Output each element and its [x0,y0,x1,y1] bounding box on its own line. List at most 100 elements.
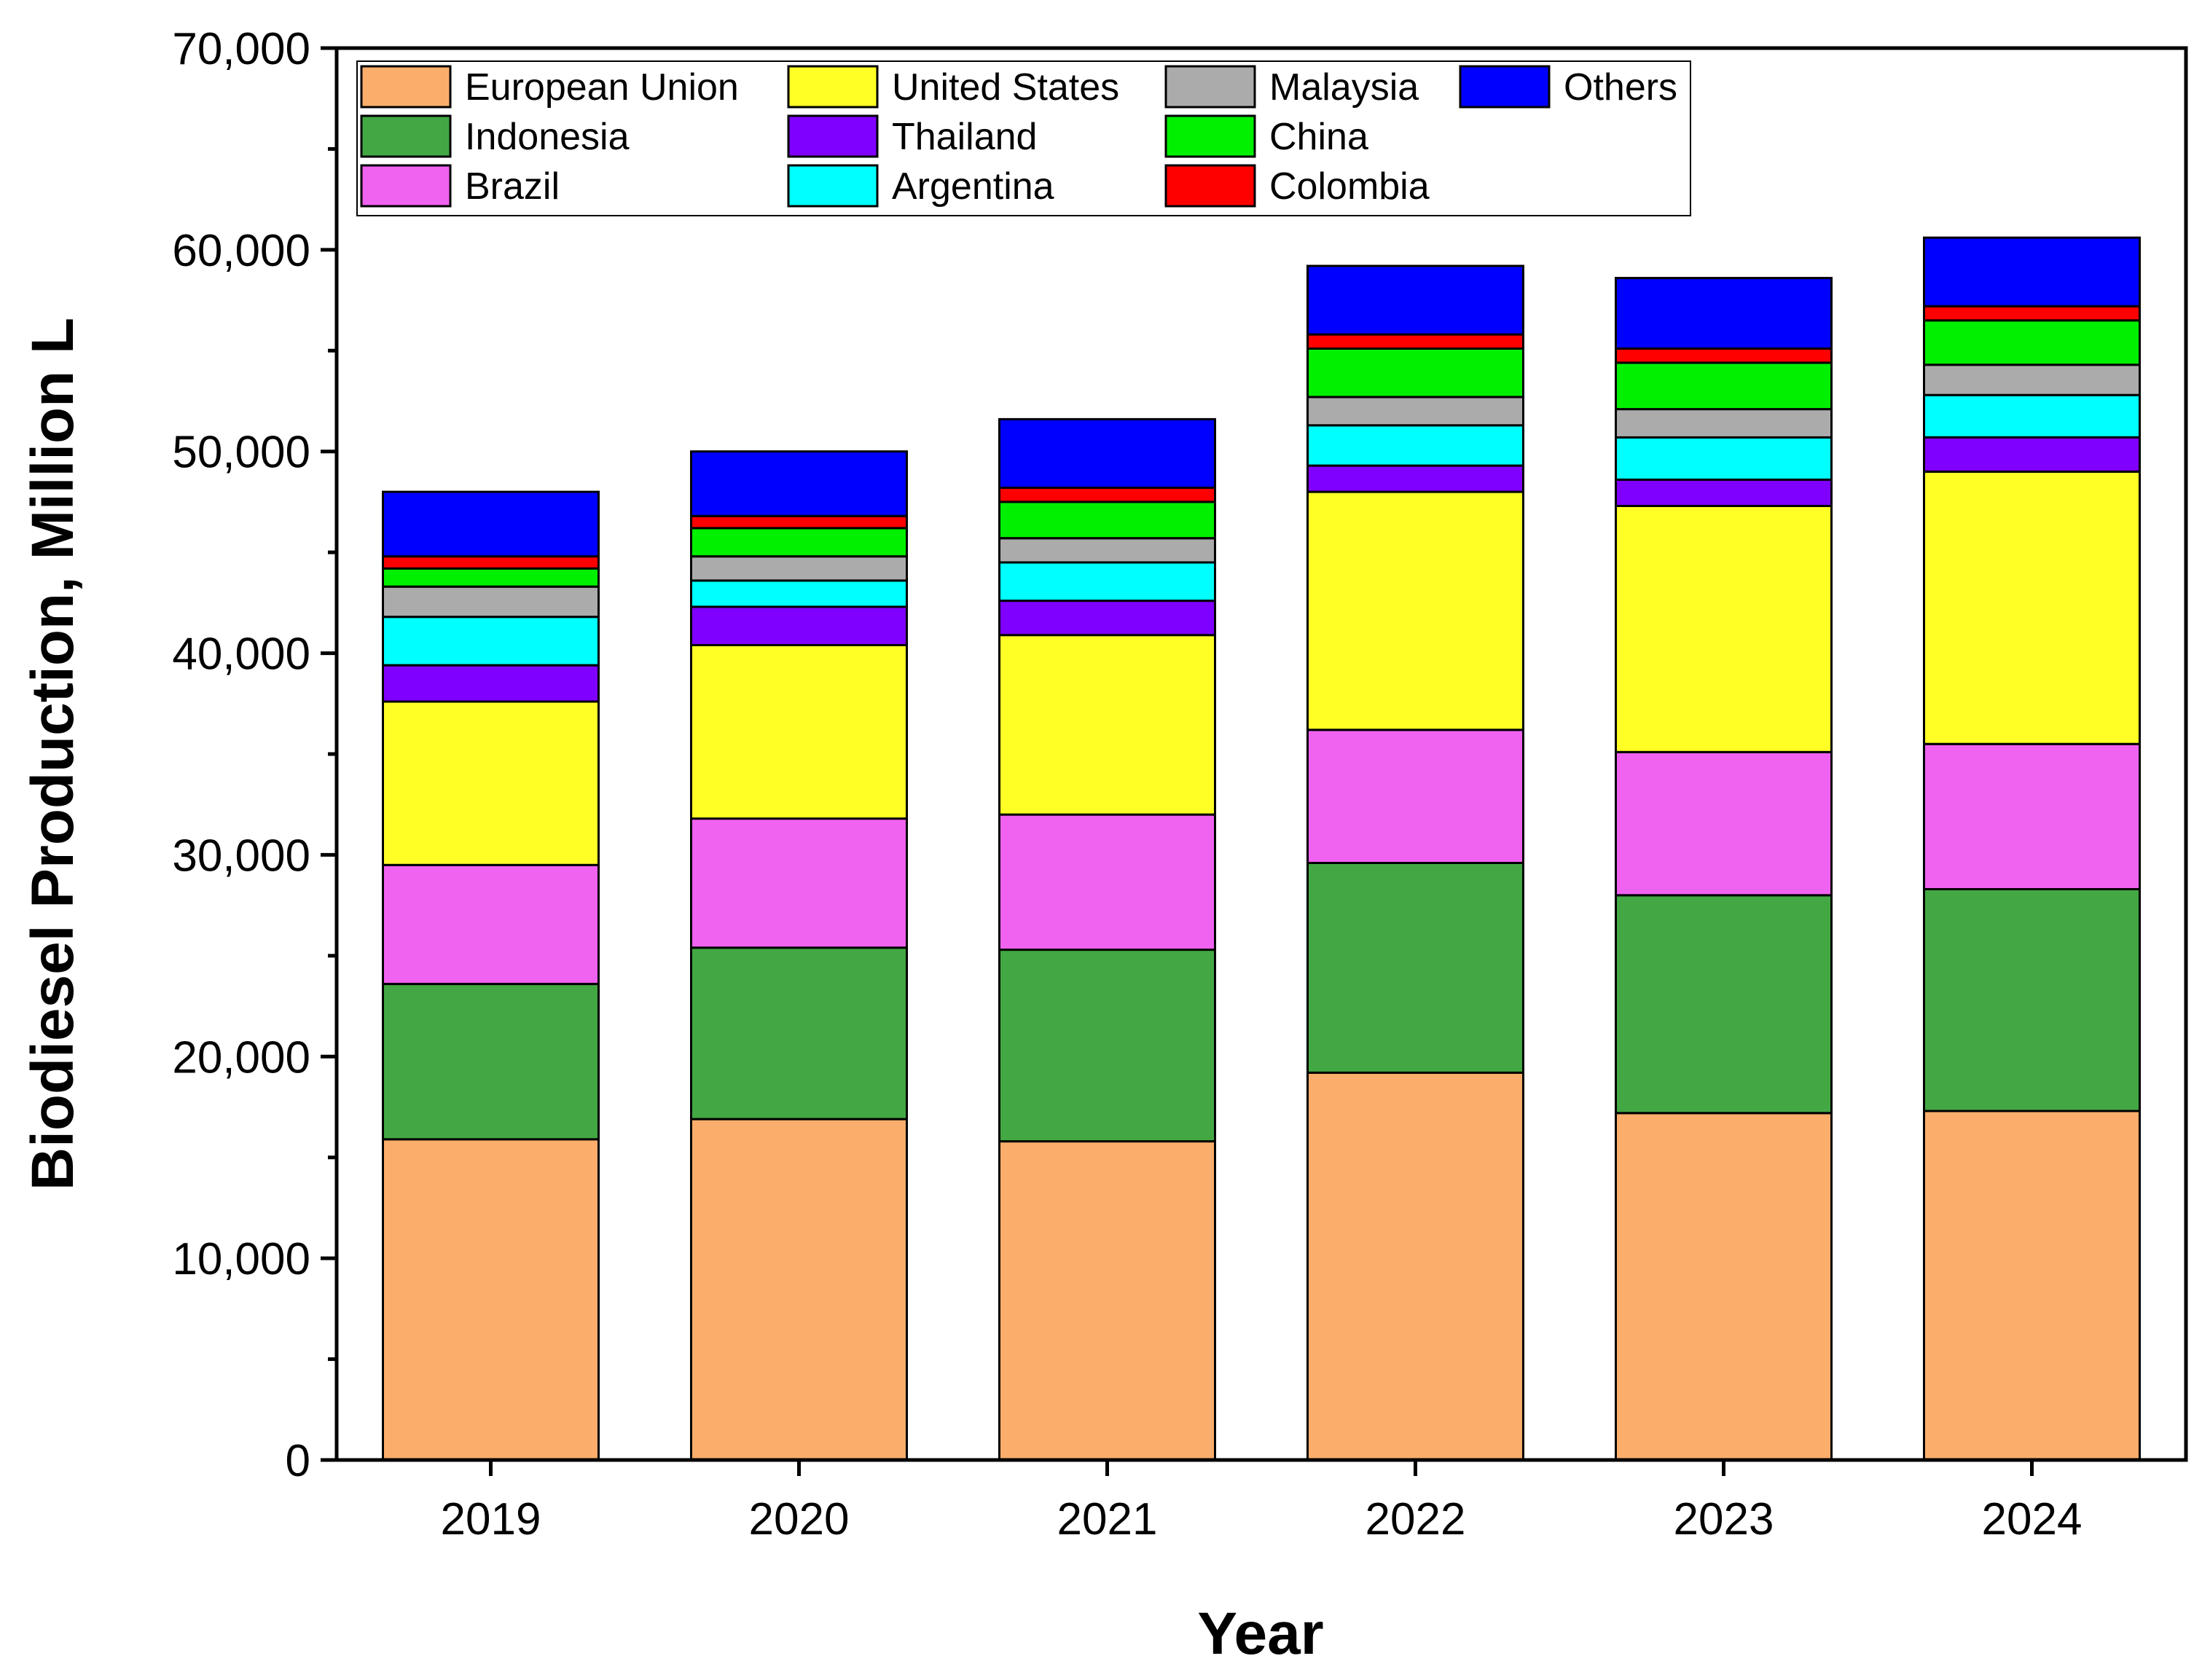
legend-label-thailand: Thailand [892,116,1037,158]
bar-2022-thailand [1306,464,1524,493]
y-tick-label: 30,000 [172,831,310,881]
axes-layer: 0 10,000 20,000 30,000 40,000 50,000 60,000 70,… [172,24,2188,1544]
bar-2024-others [1923,236,2141,307]
bar-2019-argentina [382,616,600,667]
bar-2020-china [690,527,908,558]
bar-2024-indonesia [1923,888,2141,1112]
legend-label-argentina: Argentina [892,165,1054,208]
bar-2021-indonesia [998,949,1216,1143]
bar-2022-malaysia [1306,396,1524,427]
bar-2022-argentina [1306,424,1524,467]
x-tick-label: 2024 [1982,1494,2083,1544]
bar-2023-indonesia [1615,894,1833,1115]
bar-2024-malaysia [1923,364,2141,396]
y-axis-title: Biodiesel Production, Million L [20,318,86,1190]
bar-2020-argentina [690,579,908,608]
bars-layer [382,236,2141,1461]
legend-swatch-united-states [787,65,879,109]
legend-swatch-argentina [787,164,879,208]
bar-2019-malaysia [382,585,600,619]
legend-label-european-union: European Union [465,66,739,109]
bar-2019-european-union [382,1138,600,1461]
legend: European Union United States Malaysia Other… [356,60,1691,216]
x-tick-label: 2021 [1057,1494,1158,1544]
bar-2019-indonesia [382,983,600,1141]
bar-2024-colombia [1923,305,2141,322]
bar-2024-european-union [1923,1110,2141,1461]
bar-2020-malaysia [690,555,908,582]
bar-2021-united-states [998,634,1216,816]
bar-2021-argentina [998,561,1216,602]
bar-2023-malaysia [1615,408,1833,439]
bar-2020-european-union [690,1118,908,1461]
bar-2019-china [382,567,600,588]
bar-2019-brazil [382,863,600,986]
bar-2024-united-states [1923,470,2141,745]
bar-2020-united-states [690,644,908,820]
y-tick-label: 0 [286,1436,310,1486]
bar-2022-brazil [1306,729,1524,864]
x-tick-label: 2020 [749,1494,850,1544]
legend-label-china: China [1269,116,1368,158]
bar-2019-thailand [382,664,600,703]
legend-swatch-brazil [360,164,452,208]
bar-2022-european-union [1306,1071,1524,1461]
legend-swatch-thailand [787,114,879,158]
legend-label-malaysia: Malaysia [1269,66,1419,109]
bar-2023-thailand [1615,479,1833,507]
y-tick-label: 50,000 [172,428,310,478]
bar-2022-others [1306,264,1524,336]
x-tick-label: 2019 [441,1494,541,1544]
bar-2021-china [998,501,1216,540]
legend-swatch-european-union [360,65,452,109]
bar-2023-others [1615,277,1833,350]
legend-label-united-states: United States [892,66,1119,109]
bar-2019-colombia [382,555,600,570]
bar-2022-colombia [1306,333,1524,350]
legend-label-colombia: Colombia [1269,165,1430,208]
x-axis-title: Year [1197,1601,1323,1667]
y-tick-label: 20,000 [172,1032,310,1083]
bar-2021-others [998,417,1216,490]
legend-label-indonesia: Indonesia [465,116,630,158]
bar-2023-argentina [1615,436,1833,481]
legend-swatch-colombia [1164,164,1256,208]
bar-2024-thailand [1923,436,2141,473]
legend-label-brazil: Brazil [465,165,560,208]
bar-2024-brazil [1923,742,2141,891]
y-tick-label: 70,000 [172,24,310,74]
bar-2024-argentina [1923,393,2141,439]
bar-2022-united-states [1306,490,1524,731]
bar-2024-china [1923,319,2141,366]
legend-swatch-others [1459,65,1551,109]
bar-2022-indonesia [1306,862,1524,1074]
bar-2023-united-states [1615,505,1833,753]
bar-2021-european-union [998,1140,1216,1461]
y-tick-label: 10,000 [172,1234,310,1284]
bar-2023-colombia [1615,348,1833,364]
bar-2021-colombia [998,487,1216,503]
bar-2021-thailand [998,600,1216,637]
legend-swatch-china [1164,114,1256,158]
bar-2023-china [1615,361,1833,411]
y-tick-label: 60,000 [172,226,310,276]
bar-2023-brazil [1615,750,1833,897]
y-tick-label: 40,000 [172,629,310,680]
bar-2020-thailand [690,605,908,647]
bar-2020-brazil [690,817,908,949]
bar-2020-indonesia [690,946,908,1120]
bar-2019-others [382,490,600,558]
bar-2020-colombia [690,514,908,530]
x-tick-label: 2022 [1366,1494,1466,1544]
x-tick-label: 2023 [1674,1494,1774,1544]
bar-2020-others [690,450,908,517]
bar-2023-european-union [1615,1112,1833,1461]
legend-swatch-malaysia [1164,65,1256,109]
bar-2021-malaysia [998,537,1216,564]
legend-swatch-indonesia [360,114,452,158]
bar-2019-united-states [382,700,600,866]
legend-label-others: Others [1564,66,1677,109]
bar-2021-brazil [998,813,1216,951]
bar-2022-china [1306,348,1524,399]
